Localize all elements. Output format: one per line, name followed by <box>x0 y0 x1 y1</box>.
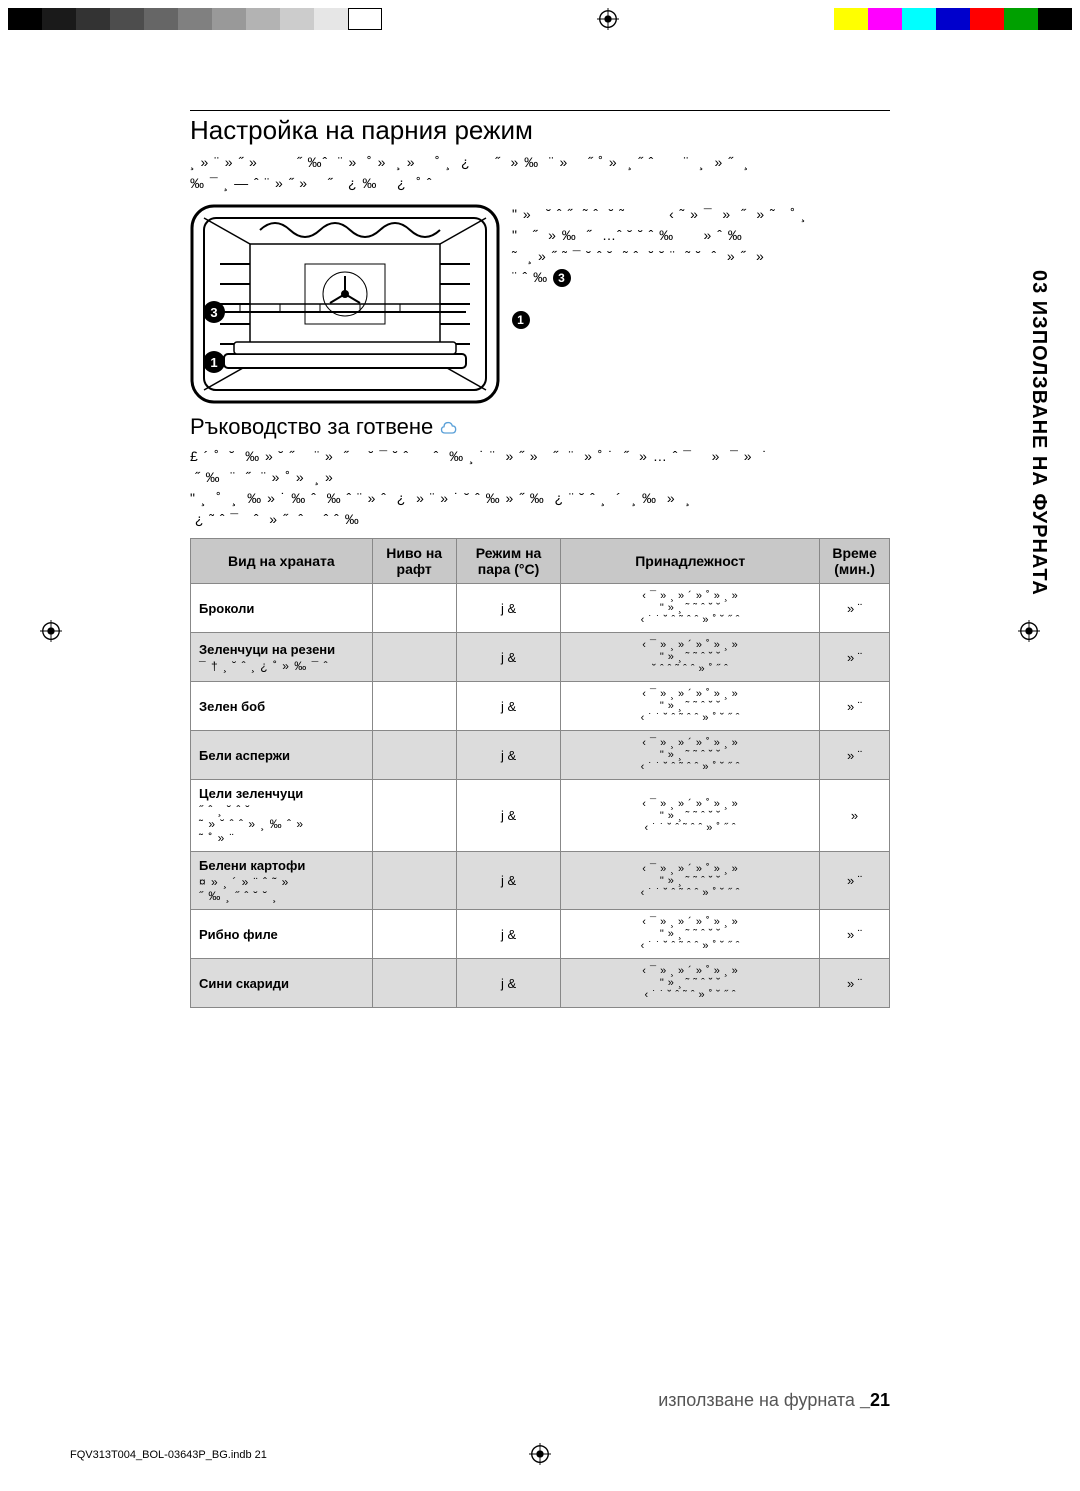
grayscale-swatches <box>8 8 382 30</box>
table-row: Сини скариди j &‹ ¯ » ¸ » ´ » ˚ » ¸ »" » … <box>191 959 890 1008</box>
heading-cooking-guide: Ръководство за готвене <box>190 414 890 440</box>
cell-mode: j & <box>456 959 561 1008</box>
table-row: Цели зеленчуци˝ ˆ ¸ ˘ ˆ ˘˜ » ˘ ˆ ˆ » ¸ ‰… <box>191 780 890 852</box>
registration-target-left-icon <box>40 620 62 642</box>
intro-text: ¸ » ¨ » ˝ » ˝ ‰ˆ ¨ » ˚ » ¸ » ˚ ¸ ¿ ˝ » ‰… <box>190 152 890 194</box>
cell-shelf <box>372 959 456 1008</box>
callout-1: 1 <box>210 355 217 370</box>
table-row: Белени картофи¤ » ¸ ´ » ¨ ˆ ˜ »˝ ‰ ¸ ˝ ˆ… <box>191 852 890 910</box>
cell-shelf <box>372 910 456 959</box>
steam-icon <box>439 418 459 438</box>
cooking-intro-text: £ ´ ˚ ˘ ‰ » ˘ ˝ ¨ » ˝ ˘ ¯ ˘ ˆ ˆ ‰ ¸ ˙ ¨ … <box>190 446 890 530</box>
cell-shelf <box>372 852 456 910</box>
cooking-table: Вид на храната Ниво на рафт Режим на пар… <box>190 538 890 1008</box>
cell-time: » ¨ <box>820 852 890 910</box>
cell-time: » ¨ <box>820 959 890 1008</box>
col-header-food: Вид на храната <box>191 539 373 584</box>
illustration-side-text: " » ˘ ˆ ˝ ˜ ˆ ˘ ˜ ‹ ˜ » ¯ » ˝ » ˜ ˚ ¸ " … <box>512 204 890 404</box>
cell-accessory: ‹ ¯ » ¸ » ´ » ˚ » ¸ »" » ¸ ˜ ˜ ˆ ˘ ˘‹ ˙ … <box>561 852 820 910</box>
side-tab-label: 03 ИЗПОЛЗВАНЕ НА ФУРНАТА <box>1027 270 1050 596</box>
cell-mode: j & <box>456 910 561 959</box>
page-content: Настройка на парния режим ¸ » ¨ » ˝ » ˝ … <box>190 110 890 1008</box>
cell-food: Бели аспержи <box>191 731 373 780</box>
cell-accessory: ‹ ¯ » ¸ » ´ » ˚ » ¸ »" » ¸ ˜ ˜ ˆ ˘ ˘‹ ˙ … <box>561 780 820 852</box>
table-row: Зелен боб j &‹ ¯ » ¸ » ´ » ˚ » ¸ »" » ¸ ˜… <box>191 682 890 731</box>
cell-mode: j & <box>456 852 561 910</box>
heading-steam-setup: Настройка на парния режим <box>190 110 890 146</box>
cell-shelf <box>372 682 456 731</box>
callout-3: 3 <box>210 305 217 320</box>
registration-target-icon <box>597 8 619 30</box>
cell-mode: j & <box>456 731 561 780</box>
cell-shelf <box>372 731 456 780</box>
cell-accessory: ‹ ¯ » ¸ » ´ » ˚ » ¸ »" » ¸ ˜ ˜ ˆ ˘ ˘‹ ˙ … <box>561 959 820 1008</box>
indb-filename: FQV313T004_BOL-03643P_BG.indb 21 <box>70 1449 267 1461</box>
cell-shelf <box>372 633 456 682</box>
cell-shelf <box>372 780 456 852</box>
registration-target-bottom-icon <box>529 1443 551 1465</box>
cell-food: Рибно филе <box>191 910 373 959</box>
cell-time: » ¨ <box>820 682 890 731</box>
cell-time: » ¨ <box>820 910 890 959</box>
cell-accessory: ‹ ¯ » ¸ » ´ » ˚ » ¸ »" » ¸ ˜ ˜ ˆ ˘ ˘‹ ˙ … <box>561 731 820 780</box>
cell-food: Белени картофи¤ » ¸ ´ » ¨ ˆ ˜ »˝ ‰ ¸ ˝ ˆ… <box>191 852 373 910</box>
table-row: Зеленчуци на резени¯ † ¸ ˘ ˆ ¸ ¿ ˚ » ‰ ¯… <box>191 633 890 682</box>
inline-callout-3: 3 <box>553 269 571 287</box>
col-header-mode: Режим на пара (°C) <box>456 539 561 584</box>
cell-mode: j & <box>456 682 561 731</box>
color-swatches <box>834 8 1072 30</box>
cell-accessory: ‹ ¯ » ¸ » ´ » ˚ » ¸ »" » ¸ ˜ ˜ ˆ ˘ ˘‹ ˙ … <box>561 682 820 731</box>
registration-target-right-icon <box>1018 620 1040 642</box>
col-header-time: Време (мин.) <box>820 539 890 584</box>
inline-callout-1: 1 <box>512 311 530 329</box>
footer-text: използване на фурната <box>658 1390 860 1410</box>
cell-time: » ¨ <box>820 633 890 682</box>
cell-accessory: ‹ ¯ » ¸ » ´ » ˚ » ¸ »" » ¸ ˜ ˜ ˆ ˘ ˘‹ ˙ … <box>561 584 820 633</box>
cell-time: » ¨ <box>820 731 890 780</box>
cell-food: Зеленчуци на резени¯ † ¸ ˘ ˆ ¸ ¿ ˚ » ‰ ¯… <box>191 633 373 682</box>
oven-illustration: 3 1 <box>190 204 500 404</box>
footer-page-number: _21 <box>860 1390 890 1410</box>
cell-food: Броколи <box>191 584 373 633</box>
col-header-accessory: Принадлежност <box>561 539 820 584</box>
page-footer: използване на фурната _21 <box>658 1390 890 1411</box>
cell-time: » ¨ <box>820 584 890 633</box>
table-header-row: Вид на храната Ниво на рафт Режим на пар… <box>191 539 890 584</box>
table-row: Рибно филе j &‹ ¯ » ¸ » ´ » ˚ » ¸ »" » ¸ … <box>191 910 890 959</box>
cell-mode: j & <box>456 584 561 633</box>
cell-accessory: ‹ ¯ » ¸ » ´ » ˚ » ¸ »" » ¸ ˜ ˜ ˆ ˘ ˘‹ ˙ … <box>561 910 820 959</box>
col-header-shelf: Ниво на рафт <box>372 539 456 584</box>
cell-food: Зелен боб <box>191 682 373 731</box>
cell-shelf <box>372 584 456 633</box>
cell-food: Сини скариди <box>191 959 373 1008</box>
cell-mode: j & <box>456 633 561 682</box>
cell-mode: j & <box>456 780 561 852</box>
cell-food: Цели зеленчуци˝ ˆ ¸ ˘ ˆ ˘˜ » ˘ ˆ ˆ » ¸ ‰… <box>191 780 373 852</box>
table-row: Броколи j &‹ ¯ » ¸ » ´ » ˚ » ¸ »" » ¸ ˜ ˜… <box>191 584 890 633</box>
cell-accessory: ‹ ¯ » ¸ » ´ » ˚ » ¸ »" » ¸ ˜ ˜ ˆ ˘ ˘˘ ˆ … <box>561 633 820 682</box>
table-row: Бели аспержи j &‹ ¯ » ¸ » ´ » ˚ » ¸ »" » … <box>191 731 890 780</box>
cell-time: » <box>820 780 890 852</box>
registration-bar-top <box>0 8 1080 30</box>
